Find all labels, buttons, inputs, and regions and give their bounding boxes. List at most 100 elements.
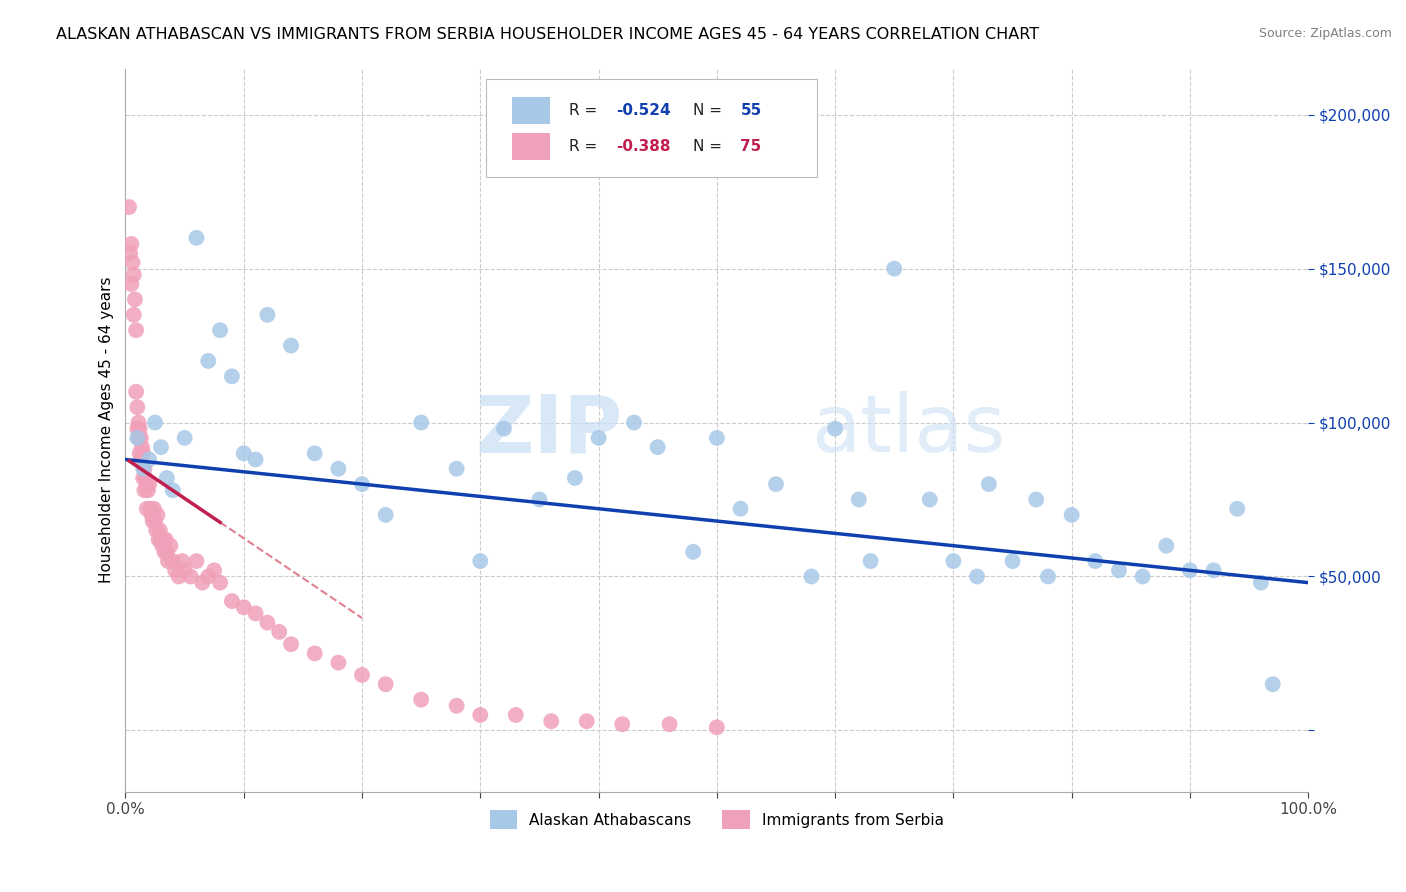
Point: [173, 563, 195, 577]
Point: [245, 452, 267, 467]
Point: [1178, 563, 1201, 577]
Point: [470, 554, 492, 568]
Point: [128, 422, 150, 436]
Point: [150, 539, 173, 553]
Point: [136, 483, 159, 498]
Point: [280, 637, 302, 651]
Point: [132, 471, 155, 485]
Text: R =: R =: [569, 103, 602, 118]
Point: [146, 508, 169, 522]
Point: [135, 501, 157, 516]
Point: [165, 563, 187, 577]
Point: [120, 237, 142, 252]
Point: [124, 293, 146, 307]
Point: [1060, 508, 1083, 522]
Point: [328, 656, 350, 670]
Point: [1025, 492, 1047, 507]
Point: [232, 600, 254, 615]
Point: [202, 563, 225, 577]
Point: [172, 554, 194, 568]
Point: [138, 477, 160, 491]
Point: [706, 431, 728, 445]
Point: [143, 514, 166, 528]
Point: [162, 554, 184, 568]
Point: [120, 246, 142, 260]
Point: [328, 461, 350, 475]
Point: [374, 508, 396, 522]
Point: [682, 545, 704, 559]
Point: [564, 471, 586, 485]
Point: [127, 431, 149, 445]
Point: [575, 714, 598, 728]
Point: [156, 471, 179, 485]
Point: [859, 554, 882, 568]
Point: [1084, 554, 1107, 568]
Point: [132, 446, 155, 460]
Point: [612, 717, 634, 731]
Text: Source: ZipAtlas.com: Source: ZipAtlas.com: [1258, 27, 1392, 40]
Point: [209, 323, 232, 337]
Point: [411, 416, 433, 430]
Point: [706, 720, 728, 734]
Point: [142, 514, 165, 528]
Point: [127, 400, 149, 414]
Legend: Alaskan Athabascans, Immigrants from Serbia: Alaskan Athabascans, Immigrants from Ser…: [484, 804, 950, 835]
Point: [304, 446, 326, 460]
Point: [122, 268, 145, 282]
Point: [209, 575, 232, 590]
Point: [149, 440, 172, 454]
Point: [129, 452, 152, 467]
Point: [118, 200, 141, 214]
Text: atlas: atlas: [811, 392, 1005, 469]
Point: [942, 554, 965, 568]
Point: [446, 461, 468, 475]
Y-axis label: Householder Income Ages 45 - 64 years: Householder Income Ages 45 - 64 years: [100, 277, 114, 583]
Point: [350, 477, 373, 491]
Point: [142, 501, 165, 516]
Point: [647, 440, 669, 454]
Point: [221, 369, 243, 384]
Point: [350, 668, 373, 682]
Text: N =: N =: [693, 139, 727, 154]
Point: [1202, 563, 1225, 577]
Point: [135, 477, 157, 491]
Point: [269, 624, 291, 639]
Point: [149, 533, 172, 547]
Point: [256, 308, 278, 322]
FancyBboxPatch shape: [512, 133, 550, 161]
Point: [145, 523, 167, 537]
Point: [256, 615, 278, 630]
Point: [197, 569, 219, 583]
Point: [966, 569, 988, 583]
Point: [883, 261, 905, 276]
Point: [540, 714, 562, 728]
Point: [765, 477, 787, 491]
Point: [1250, 575, 1272, 590]
Point: [173, 431, 195, 445]
Point: [127, 416, 149, 430]
FancyBboxPatch shape: [486, 79, 817, 177]
Text: 75: 75: [741, 139, 762, 154]
Text: ZIP: ZIP: [475, 392, 623, 469]
Point: [155, 533, 177, 547]
Point: [162, 483, 184, 498]
Text: R =: R =: [569, 139, 602, 154]
Point: [446, 698, 468, 713]
Point: [1261, 677, 1284, 691]
Point: [1156, 539, 1178, 553]
Point: [1226, 501, 1249, 516]
Point: [139, 501, 162, 516]
Point: [152, 533, 174, 547]
Point: [125, 323, 148, 337]
Point: [135, 471, 157, 485]
Point: [221, 594, 243, 608]
Point: [197, 354, 219, 368]
Point: [128, 446, 150, 460]
Point: [131, 440, 153, 454]
Point: [191, 575, 214, 590]
Point: [122, 308, 145, 322]
Text: -0.388: -0.388: [616, 139, 671, 154]
Point: [157, 554, 180, 568]
Point: [132, 461, 155, 475]
Point: [127, 422, 149, 436]
